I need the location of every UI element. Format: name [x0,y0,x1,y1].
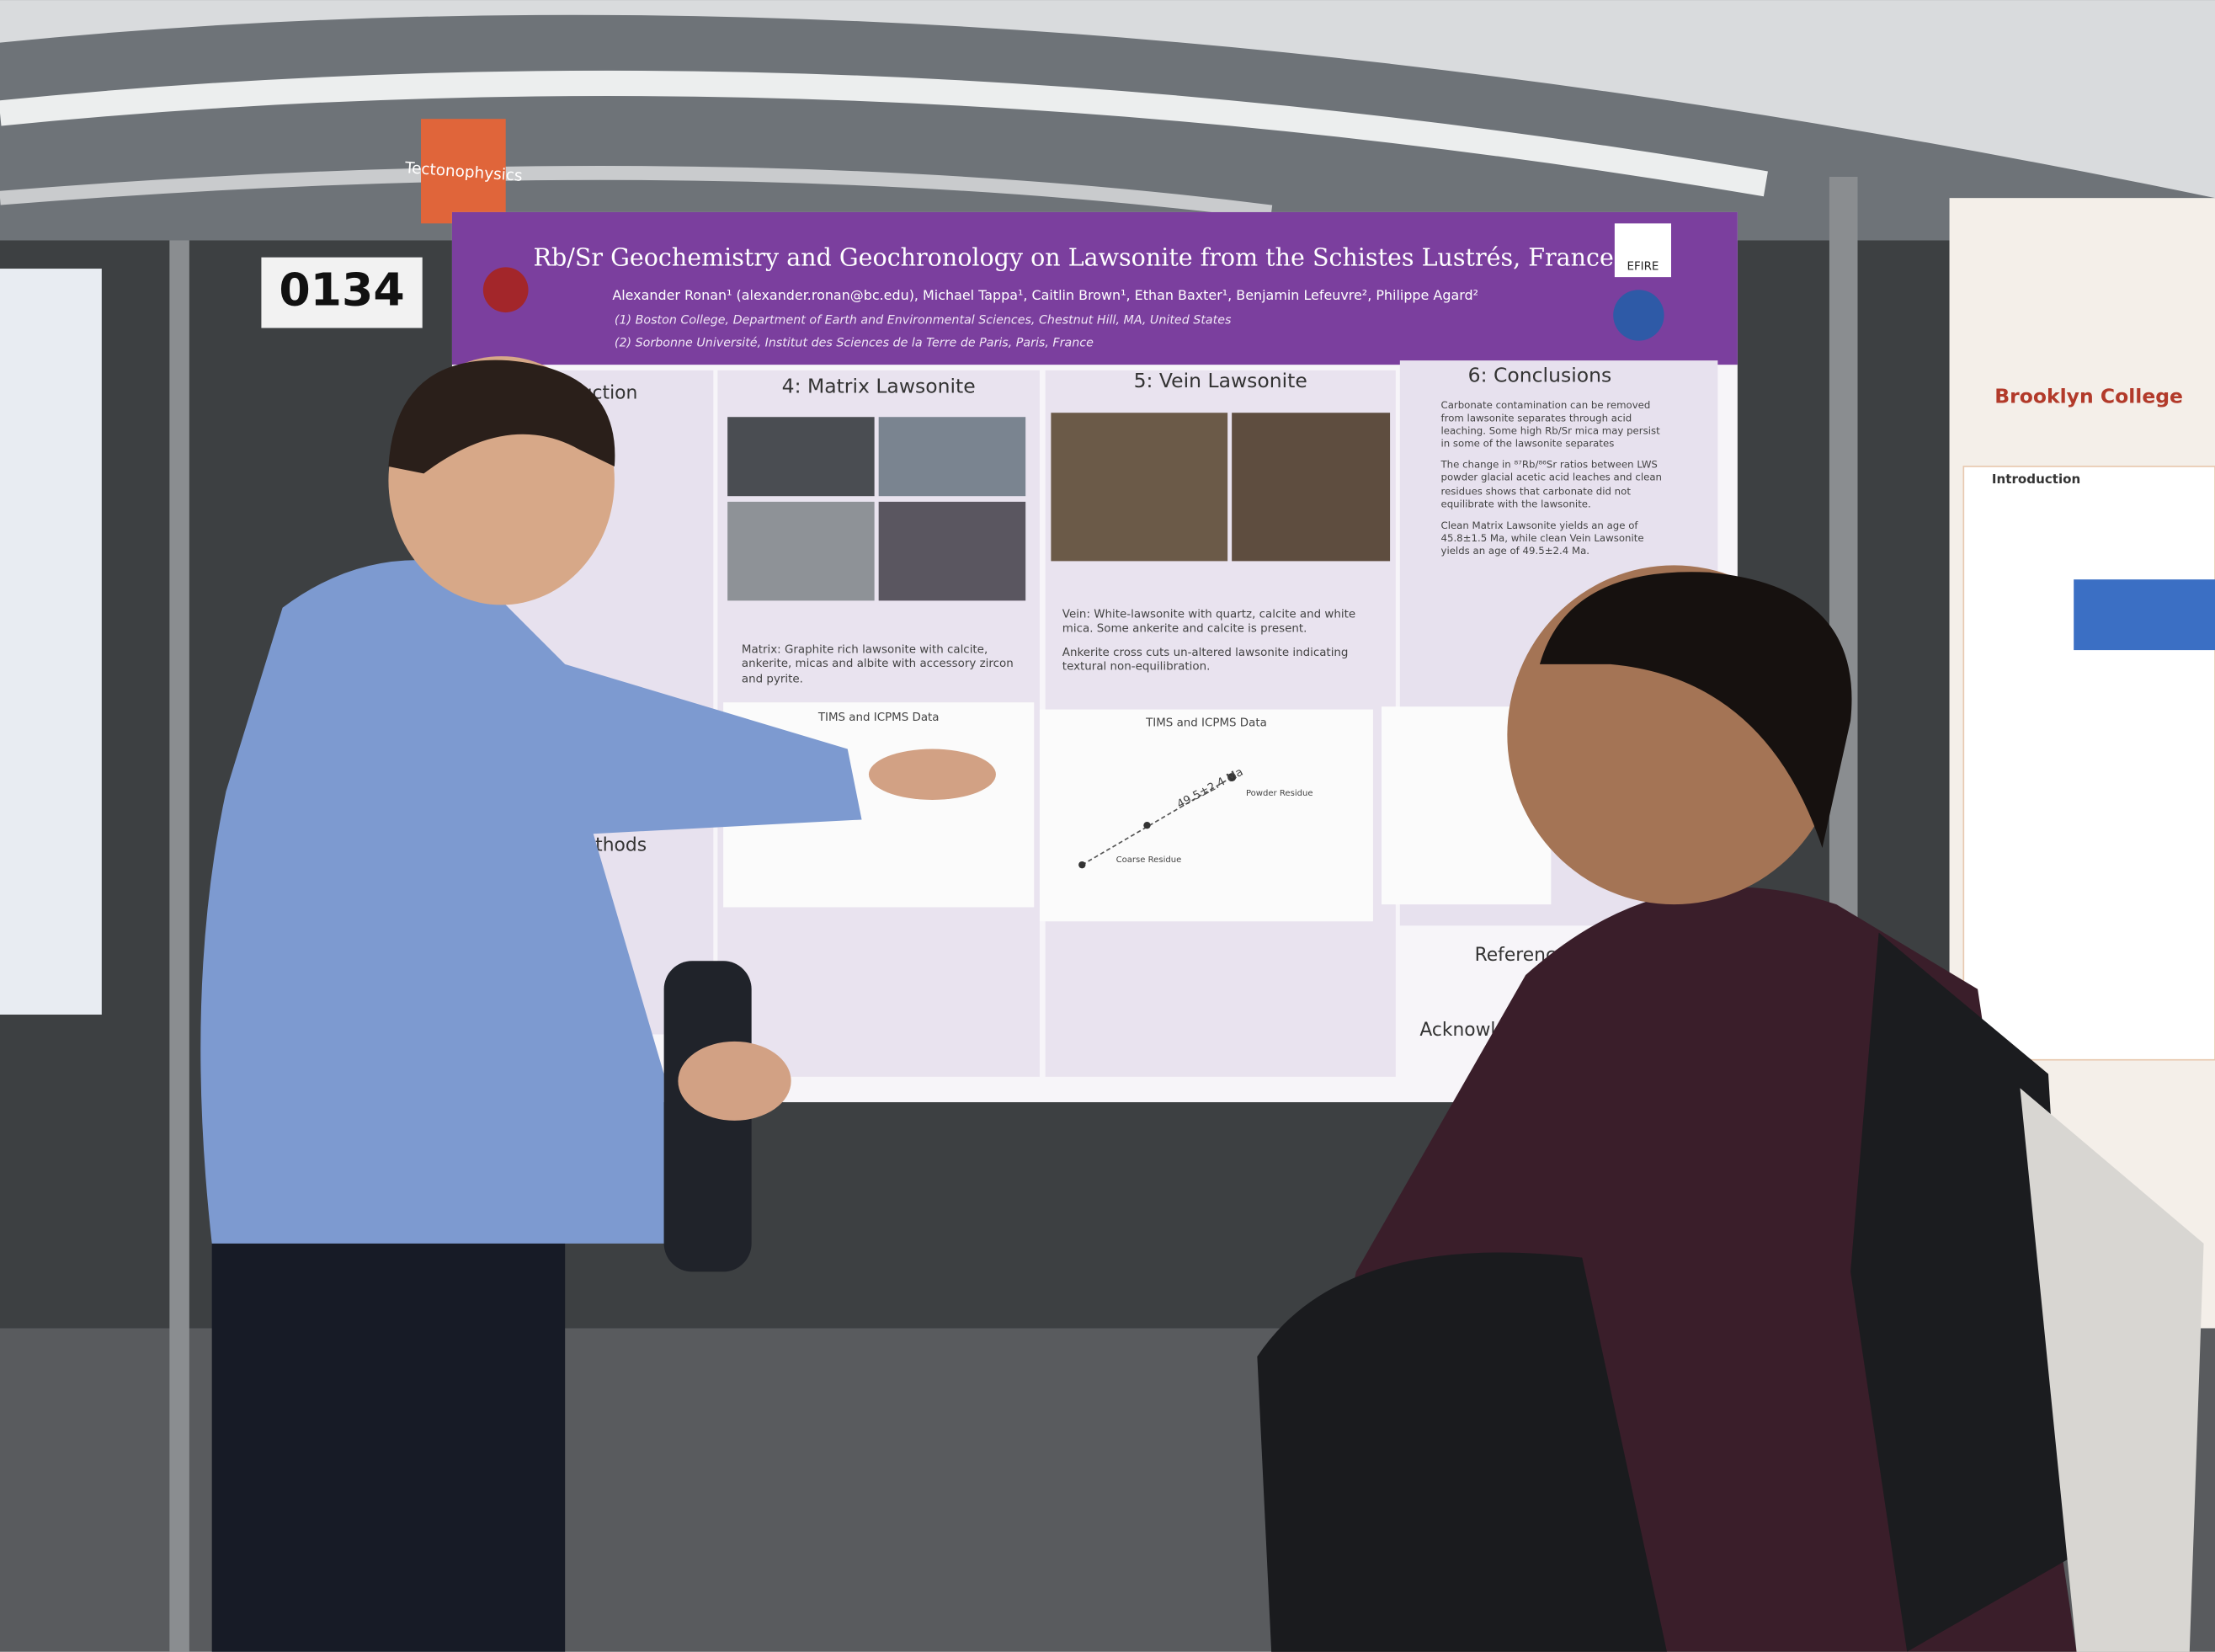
booth-card [261,257,423,328]
micrograph [1232,413,1391,562]
conclusions-bullets: Carbonate contamination can be removed f… [1440,400,1666,558]
neighbor-heading: Introduction [1992,472,2080,487]
tumbler [663,961,752,1272]
hand [868,749,996,800]
vein-bullet: Vein: White-lawsonite with quartz, calci… [1062,607,1356,636]
conclusion-bullet: Clean Matrix Lawsonite yields an age of … [1440,520,1644,557]
poster-header [451,211,1738,365]
micrograph [727,501,875,601]
vein-bullets: Vein: White-lawsonite with quartz, calci… [1062,608,1381,675]
poster-affiliation: (2) Sorbonne Université, Institut des Sc… [615,336,1094,349]
vein-plot [1039,709,1373,922]
neighbor-figure [2074,579,2215,651]
plot-point [1078,861,1086,869]
booth-number: 0134 [279,264,404,317]
micrograph [727,417,875,497]
plot-annotation: Coarse Residue [1116,855,1182,865]
ceiling-beam [0,70,1768,197]
ceiling-beam [0,165,1273,220]
plot-annotation: Powder Residue [1246,789,1313,798]
plot-point [1227,773,1237,782]
hair [388,360,615,474]
conclusion-bullet: Carbonate contamination can be removed f… [1440,400,1660,450]
vein-bullet: Ankerite cross cuts un-altered lawsonite… [1062,645,1349,674]
conclusions-heading: 6: Conclusions [1468,363,1612,386]
conclusion-bullet: The change in ⁸⁷Rb/⁸⁶Sr ratios between L… [1440,460,1662,510]
matrix-bullet: Matrix: Graphite rich lawsonite with cal… [741,642,1014,685]
shirt [200,560,862,1244]
board-post [169,240,189,1652]
right-poster-body [1962,466,2215,1061]
left-poster [0,269,102,1015]
matrix-heading: 4: Matrix Lawsonite [782,375,976,398]
backpack-mesh [2020,1088,2204,1652]
micrograph [878,501,1026,601]
poster-affiliation: (1) Boston College, Department of Earth … [615,313,1232,327]
hand [678,1041,791,1121]
matrix-plot-title: TIMS and ICPMS Data [817,711,940,724]
micrograph [1051,413,1228,562]
poster-logo: EFIRE [1627,261,1659,274]
trousers [211,1201,566,1652]
logo-box [1614,223,1671,278]
micrograph [878,417,1026,497]
neighbor-institution: Brooklyn College [1994,384,2183,408]
logo-bc [482,267,529,313]
sign [421,119,506,224]
logo-nsf [1613,290,1664,341]
plot-point [1143,821,1151,829]
vein-plot-title: TIMS and ICPMS Data [1145,717,1267,730]
backpack [1850,932,2077,1652]
hair [1539,572,1852,849]
poster-authors: Alexander Ronan¹ (alexander.ronan@bc.edu… [612,287,1478,303]
jacket [1257,1252,1667,1652]
ceiling-light [0,0,2215,199]
isochron [1081,776,1233,866]
vein-heading: 5: Vein Lawsonite [1134,369,1307,392]
poster-title: Rb/Sr Geochemistry and Geochronology on … [534,244,1614,272]
